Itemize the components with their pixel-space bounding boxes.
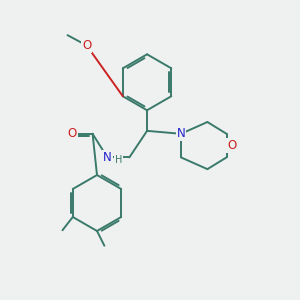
Text: N: N <box>103 151 112 164</box>
Text: N: N <box>176 127 185 140</box>
Text: O: O <box>227 139 236 152</box>
Text: O: O <box>67 127 76 140</box>
Text: O: O <box>82 39 91 52</box>
Text: H: H <box>115 155 122 165</box>
